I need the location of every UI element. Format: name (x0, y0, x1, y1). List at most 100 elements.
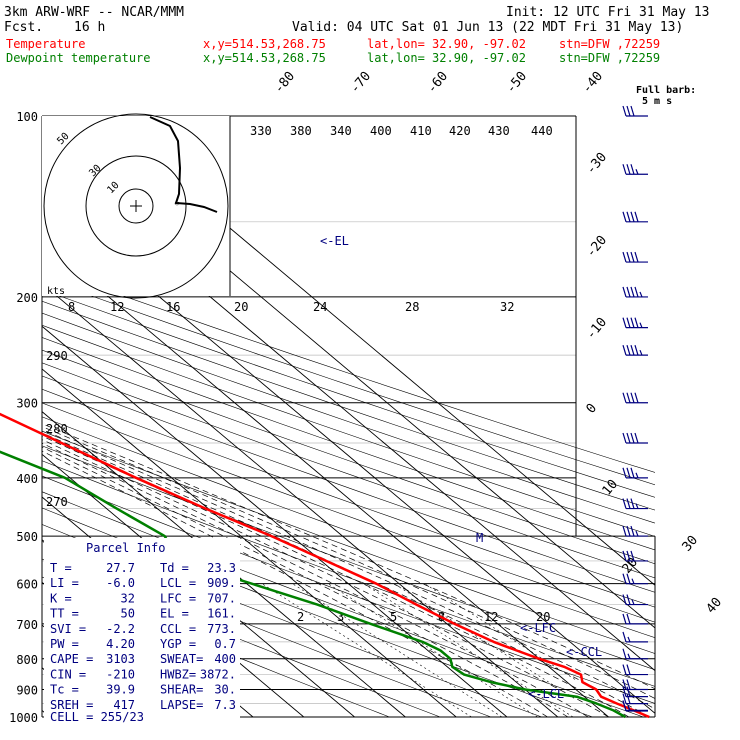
mixing-ratio-line (261, 583, 472, 717)
wind-barb-half (631, 599, 635, 605)
dewpoint-legend: Dewpoint temperature (6, 51, 151, 65)
wind-barb-flag (622, 251, 627, 263)
dry-adiabat-line (42, 312, 655, 524)
wind-barb (622, 648, 648, 660)
wind-barb-flag (622, 211, 627, 223)
mixing-ratio-label-low: 5 (390, 610, 397, 624)
wind-barb-flag (626, 344, 631, 356)
dry-adiabat-line (42, 402, 655, 623)
theta-tick-label: 420 (449, 124, 471, 138)
dry-adiabat-line (42, 300, 655, 511)
wind-barb-half (627, 705, 631, 711)
temperature-legend: Temperature (6, 37, 85, 51)
sounding-annotation: <-EL (320, 234, 349, 248)
parcel-info-cell: EL = (160, 607, 189, 621)
barb-key-title: Full barb: (636, 85, 696, 96)
parcel-info-cell: YGP = (160, 637, 196, 651)
wind-barb-half (639, 322, 643, 328)
wind-barb-flag (626, 573, 631, 584)
pressure-tick-label: 100 (16, 110, 38, 124)
dew-station: stn=DFW ,72259 (559, 51, 660, 65)
wind-barb-flag (630, 344, 635, 356)
wind-barb-half (627, 653, 631, 659)
mixing-ratio-label-low: 20 (536, 610, 550, 624)
hodograph-trace (149, 116, 218, 213)
parcel-info-cell: 50 (121, 607, 135, 621)
wind-barb-flag (626, 525, 631, 537)
temp-station: stn=DFW ,72259 (559, 37, 660, 51)
parcel-info-cell: -6.0 (106, 576, 135, 590)
moist-adiabat-line (42, 429, 655, 710)
wind-barb-half (635, 169, 639, 175)
pressure-tick-label: 300 (16, 397, 38, 411)
wind-barb-flag (634, 344, 639, 356)
wind-barb-half (639, 291, 643, 298)
wind-barb-flag (626, 550, 631, 562)
pressure-tick-label: 900 (16, 683, 38, 697)
sounding-annotation: <-CCL (566, 645, 602, 659)
mixing-ratio-label: 24 (313, 300, 327, 314)
valid-time: Valid: 04 UTC Sat 01 Jun 13 (22 MDT Fri … (292, 20, 683, 35)
wind-barb-flag (626, 664, 631, 675)
moist-adiabat-line (42, 426, 655, 699)
dry-adiabat-line (42, 430, 655, 654)
wind-barb-flag (626, 679, 631, 690)
dry-adiabat-label: 270 (46, 495, 68, 509)
parcel-info-cell: 32 (121, 591, 135, 605)
dry-adiabat-line (42, 460, 655, 687)
wind-barb-flag (622, 164, 627, 175)
dry-adiabat-line (42, 266, 655, 473)
wind-barb (622, 467, 648, 479)
hodograph-ring-50 (43, 113, 229, 299)
wind-barb-flag (622, 693, 627, 704)
temperature-tick-label: -40 (580, 69, 607, 97)
parcel-info-cell: LAPSE= (160, 698, 203, 712)
parcel-info-cell: TT = (50, 607, 79, 621)
sounding-annotation: <-LFC (520, 621, 556, 635)
dew-latlon: lat,lon= 32.90, -97.02 (367, 51, 526, 65)
theta-tick-label: 330 (250, 124, 272, 138)
wind-barb-flag (622, 432, 627, 444)
parcel-info-cell: 3103 (106, 652, 135, 666)
barb-key-units: 5 m s (642, 96, 672, 107)
wind-barb-flag (634, 317, 639, 328)
parcel-info-cell: LCL = (160, 576, 196, 590)
parcel-cell: CELL = 255/23 (50, 710, 144, 724)
wind-barb-flag (634, 286, 639, 298)
wind-barb (622, 344, 648, 356)
pressure-tick-label: 600 (16, 578, 38, 592)
theta-tick-label: 440 (531, 124, 553, 138)
wind-barb-flag (634, 392, 639, 403)
wind-barb-flag (622, 613, 627, 625)
wind-barb-flag (630, 164, 635, 175)
parcel-info-cell: 161. (207, 607, 236, 621)
hodograph: 10 30 50 * kts (42, 113, 231, 299)
wind-barb-flag (630, 467, 635, 479)
sounding-annotation: <-LCL (528, 687, 564, 701)
wind-barb-flag (626, 498, 631, 509)
wind-barb-flag (626, 392, 631, 403)
wind-barb (622, 686, 648, 698)
dry-adiabat-line (42, 324, 655, 537)
mixing-ratio-label-low: 12 (484, 610, 498, 624)
isotherm-line (42, 325, 508, 717)
wind-barb-flag (630, 432, 635, 444)
wind-barb-flag (630, 525, 635, 537)
temperature-tick-label: -60 (425, 69, 452, 97)
mixing-ratio-label: 20 (234, 300, 248, 314)
wind-barb-flag (622, 664, 627, 675)
forecast-label: Fcst. (4, 20, 43, 35)
pressure-tick-label: 800 (16, 653, 38, 667)
dewpoint-trace (0, 450, 627, 719)
mixing-ratio-label: 16 (166, 300, 180, 314)
wind-barb (622, 664, 648, 676)
dry-adiabat-line (42, 445, 655, 671)
wind-barb-flag (622, 286, 627, 298)
dry-adiabat-line (42, 362, 655, 579)
wind-barb-flag (626, 686, 631, 697)
mixing-ratio-line (292, 583, 503, 717)
temperature-tick-label: 10 (600, 477, 622, 499)
isotherm-line (42, 240, 609, 717)
wind-barb (622, 164, 648, 175)
temperature-tick-label: -10 (584, 315, 611, 343)
